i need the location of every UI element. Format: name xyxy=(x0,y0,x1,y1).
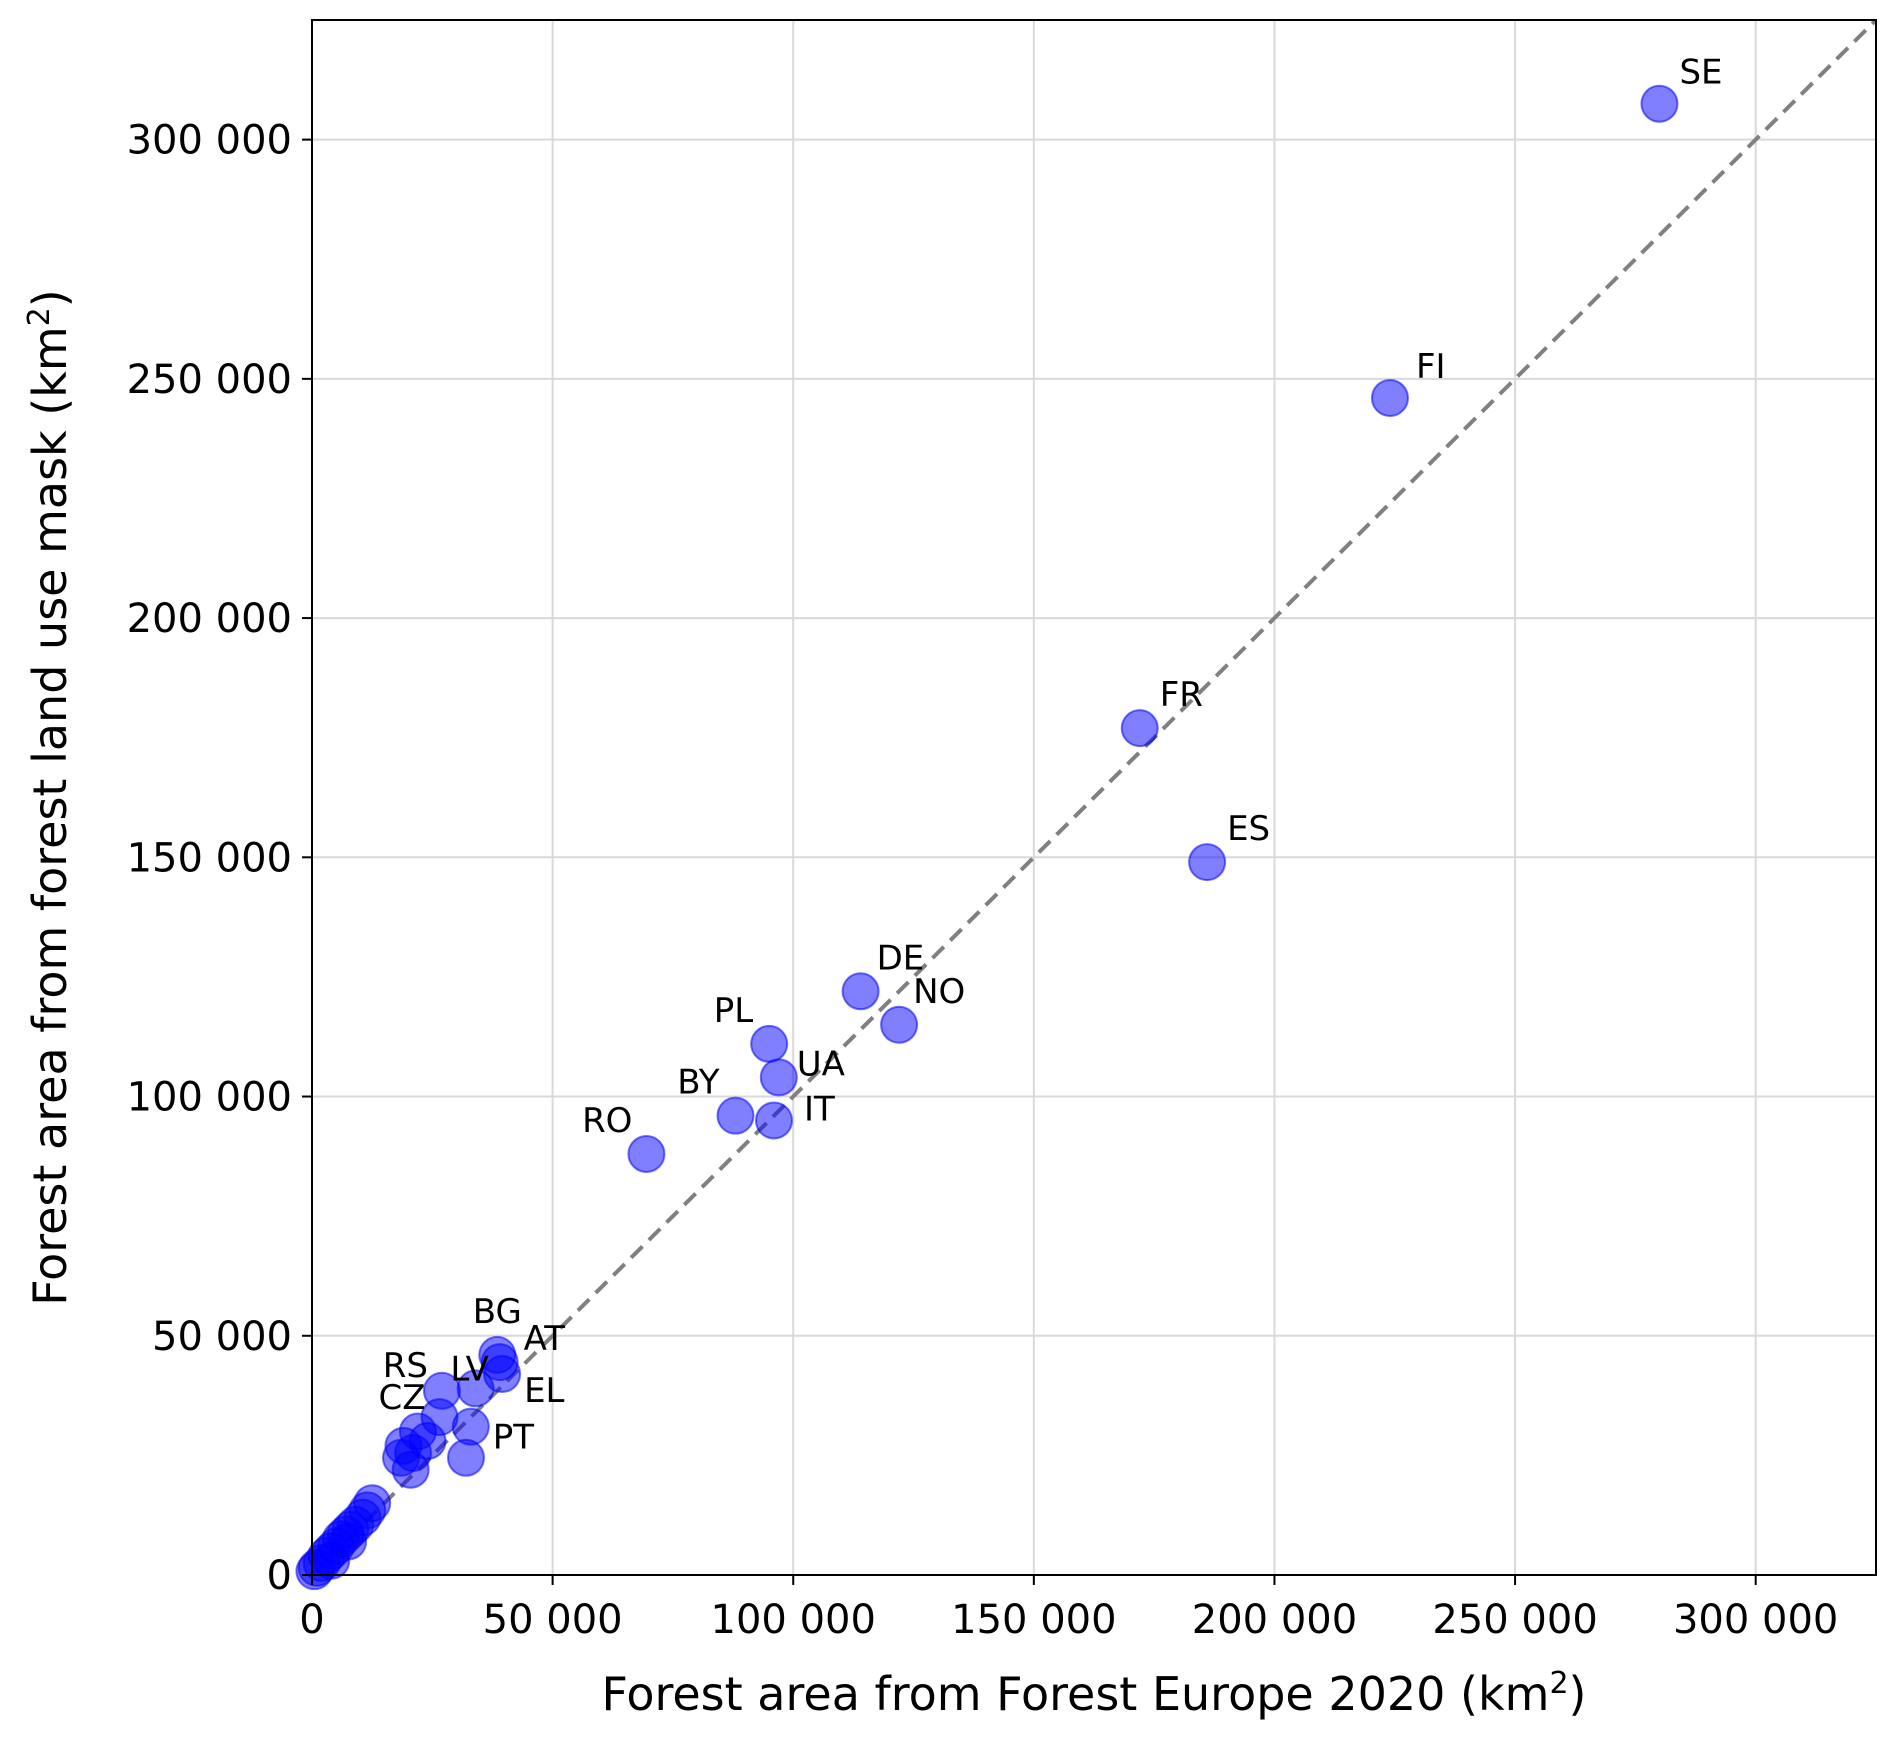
data-points xyxy=(295,84,1679,1591)
y-tick-label: 100 000 xyxy=(127,1075,292,1121)
data-point xyxy=(295,1552,334,1591)
x-tick-label: 0 xyxy=(299,1597,324,1643)
data-point xyxy=(880,1005,919,1044)
point-label: BG xyxy=(473,1292,522,1332)
data-point xyxy=(716,1096,755,1135)
plot-frame xyxy=(311,19,1877,1576)
x-tick-label: 150 000 xyxy=(951,1597,1116,1643)
data-point xyxy=(759,1058,798,1097)
reference-line xyxy=(310,18,1878,1577)
point-label: ES xyxy=(1227,809,1270,849)
point-label: AT xyxy=(524,1319,566,1359)
y-tick-label: 150 000 xyxy=(127,835,292,881)
point-label: DE xyxy=(877,938,925,978)
data-point xyxy=(1120,709,1159,748)
x-tick-label: 100 000 xyxy=(711,1597,876,1643)
point-label: FR xyxy=(1160,675,1203,715)
y-axis-title: Forest area from forest land use mask (k… xyxy=(22,289,78,1305)
point-label: IT xyxy=(804,1089,835,1129)
data-point xyxy=(391,1450,430,1489)
data-point xyxy=(841,972,880,1011)
point-label: NO xyxy=(913,972,965,1012)
point-label: PL xyxy=(714,991,754,1031)
data-point xyxy=(1370,378,1409,417)
point-label: SE xyxy=(1679,53,1722,93)
point-label: CZ xyxy=(378,1378,425,1418)
data-point xyxy=(451,1407,490,1446)
point-label: UA xyxy=(797,1044,845,1084)
y-tick-label: 0 xyxy=(267,1553,292,1599)
data-point xyxy=(750,1024,789,1063)
x-tick-label: 200 000 xyxy=(1192,1597,1357,1643)
y-tick-label: 200 000 xyxy=(127,596,292,642)
y-tick-label: 50 000 xyxy=(152,1314,292,1360)
x-axis-title: Forest area from Forest Europe 2020 (km2… xyxy=(602,1666,1587,1722)
data-point xyxy=(627,1134,666,1173)
point-label: PT xyxy=(493,1418,535,1458)
point-label: RO xyxy=(582,1101,632,1141)
y-tick-label: 250 000 xyxy=(127,357,292,403)
point-label: RS xyxy=(383,1346,428,1386)
point-label: FI xyxy=(1416,347,1446,387)
point-label: BY xyxy=(677,1063,719,1103)
point-label: LV xyxy=(450,1349,488,1389)
identity-line xyxy=(310,18,1878,1577)
y-tick-label: 300 000 xyxy=(127,118,292,164)
data-point xyxy=(754,1101,793,1140)
data-point xyxy=(1640,84,1679,123)
x-tick-label: 50 000 xyxy=(483,1597,623,1643)
x-tick-label: 250 000 xyxy=(1432,1597,1597,1643)
data-point xyxy=(446,1438,485,1477)
grid xyxy=(311,20,1876,1576)
x-tick-label: 300 000 xyxy=(1673,1597,1838,1643)
y-axis: 0 50 000 100 000 150 000 200 000 250 000 300 0… xyxy=(127,118,312,1599)
data-point xyxy=(1188,843,1227,882)
x-axis: 0 50 000 100 000 150 000 200 000 250 000 300 0… xyxy=(299,1575,1838,1643)
point-label: EL xyxy=(524,1371,564,1411)
